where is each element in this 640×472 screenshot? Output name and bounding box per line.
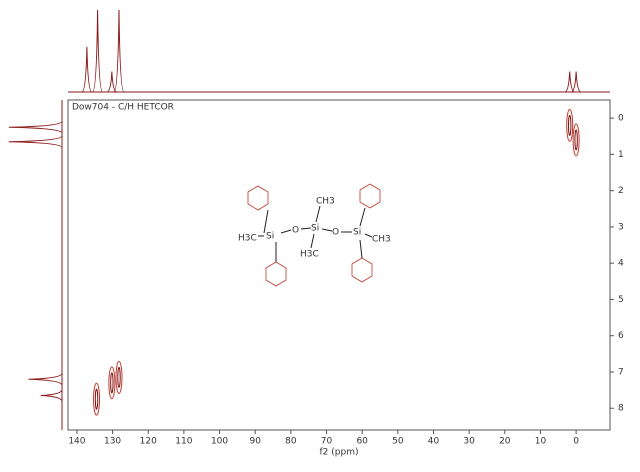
y-tick-label: 8 [618,404,624,414]
cross-peak-core [117,366,121,388]
x-axis-label: f2 (ppm) [320,448,359,458]
bonds [258,205,373,262]
y-tick-label: 0 [618,114,624,124]
cross-peak [115,360,123,394]
y-tick-label: 2 [618,186,624,196]
projection-peak [8,120,63,134]
atom-label: CH3 [316,197,335,207]
projection-peak [8,135,63,148]
atom-label: O [292,226,299,236]
atom-label: Si [266,232,274,242]
y-tick-label: 4 [618,259,624,269]
atom-label: H3C [238,234,257,244]
cross-peak [572,123,580,157]
x-tick-label: 20 [499,437,511,447]
x-tick-label: 140 [68,437,85,447]
ring [247,185,269,211]
x-tick-label: 60 [356,437,368,447]
y-tick-label: 5 [618,295,624,305]
cross-peak-core [568,114,572,136]
projection-peak [564,71,575,93]
structure: H3C Si O Si CH3 H3C O Si CH3 [238,183,391,287]
x-tick-label: 110 [175,437,192,447]
atom-label: H3C [300,250,319,260]
atom-label: Si [353,228,361,238]
ring [351,257,373,283]
x-tick-label: 40 [428,437,440,447]
y-tick-label: 3 [618,222,624,232]
atom-label: Si [311,224,319,234]
ring [359,183,381,209]
x-tick-label: 120 [140,437,157,447]
x-tick-label: 90 [249,437,261,447]
y-tick-label: 1 [618,150,624,160]
projection-peak [106,71,118,93]
y-tick-label: 7 [618,367,624,377]
plot-frame [67,99,611,431]
x-tick-label: 10 [535,437,547,447]
ring [265,261,287,287]
x-tick-label: 100 [211,437,228,447]
atom-label: CH3 [372,235,391,245]
x-tick-label: 130 [104,437,121,447]
projection-peak [570,71,582,93]
chart-title: Dow704 - C/H HETCOR [72,103,174,113]
cross-peak-core [110,372,114,394]
cross-peak-core [94,388,99,410]
x-tick-label: 50 [392,437,404,447]
cross-peak [566,108,574,142]
x-tick-label: 30 [463,437,475,447]
atom-label: O [332,228,339,238]
y-tick-label: 6 [618,331,624,341]
x-tick-label: 80 [285,437,297,447]
projection-peak [92,9,104,93]
x-tick-label: 0 [573,437,579,447]
projection-peak [81,46,93,93]
cross-peak [93,382,101,416]
x-tick-label: 70 [321,437,333,447]
projection-peak [40,389,63,402]
projection-peak [113,9,125,93]
cross-peak [108,366,116,400]
projection-peak [28,373,63,386]
cross-peak-core [574,129,578,151]
